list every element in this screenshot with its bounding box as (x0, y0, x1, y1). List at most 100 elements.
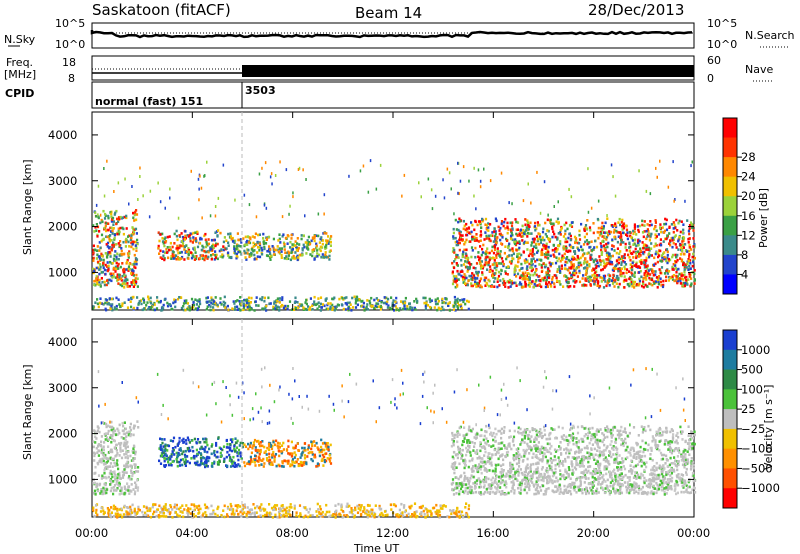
scatter-cell-1-3 (645, 465, 648, 469)
scatter-cell-0-1 (195, 239, 198, 243)
scatter-cell-1-2 (291, 461, 294, 464)
scatter-cell-0-4 (239, 296, 242, 299)
scatter-cell-0-3 (470, 274, 473, 278)
scatter-cell-1-0 (123, 421, 126, 424)
scatter-cell-0-4 (462, 300, 465, 304)
scatter-cell-1-2 (273, 458, 276, 461)
scatter-cell-0-2 (315, 234, 318, 237)
scatter-cell-0-0 (125, 214, 128, 218)
scatter-cell-0-4 (212, 306, 215, 309)
scatter-cell-0-3 (617, 269, 620, 273)
scatter-cell-0-2 (268, 245, 271, 248)
scatter-cell-0-3 (556, 217, 560, 221)
scatter-cell-1-0 (132, 459, 135, 462)
scatter-cell-0-3 (586, 266, 589, 270)
scatter-cell-0-4 (138, 300, 141, 303)
scatter-cell-0-3 (693, 272, 696, 276)
scatter-cell-0-3 (590, 240, 593, 243)
scatter-cell-0-3 (534, 269, 538, 272)
scatter-cell-1-2 (274, 453, 278, 456)
scatter-cell-0-3 (489, 223, 492, 226)
scatter-cell-1-1 (234, 437, 237, 440)
scatter-cell-0-3 (599, 242, 602, 245)
scatter-cell-0-0 (107, 251, 110, 254)
scatter-cell-0-4 (390, 296, 393, 299)
scatter-cell-0-1 (214, 244, 217, 248)
scatter-cell-0-3 (522, 275, 525, 278)
scatter-cell-0-4 (456, 297, 459, 301)
scatter-cell-0-0 (114, 265, 117, 269)
scatter-cell-0-3 (631, 274, 634, 277)
scatter-cell-1-3 (546, 450, 549, 453)
scatter-cell-1-1 (204, 445, 207, 449)
scatter-cell-0-3 (546, 283, 549, 286)
scatter-cell-0-3 (660, 243, 663, 247)
scatter-cell-0-2 (283, 257, 286, 260)
scatter-cell-1-2 (316, 446, 319, 449)
scatter-cell-0-3 (484, 258, 488, 262)
scatter-cell-0-3 (618, 252, 621, 256)
scatter-cell-1-3 (483, 454, 486, 457)
scatter-cell-0-3 (561, 258, 564, 261)
scatter-cell-0-3 (633, 238, 637, 242)
scatter-cell-0-3 (498, 229, 501, 232)
scatter-cell-1-3 (635, 490, 638, 493)
scatter-cell-1-0 (122, 424, 125, 428)
scatter-cell-1-1 (187, 449, 190, 453)
noise-cell-0 (570, 195, 573, 199)
scatter-cell-0-4 (127, 298, 130, 301)
scatter-cell-1-1 (205, 441, 208, 444)
scatter-cell-1-2 (278, 442, 281, 445)
scatter-cell-0-0 (120, 277, 123, 280)
scatter-cell-1-3 (502, 431, 505, 434)
scatter-cell-0-3 (559, 240, 562, 243)
scatter-cell-0-3 (561, 254, 564, 258)
scatter-cell-0-3 (633, 273, 636, 277)
noise-left-tick-top: 10^5 (55, 17, 85, 30)
scatter-cell-0-3 (520, 282, 523, 286)
scatter-cell-0-3 (602, 244, 605, 247)
scatter-cell-0-3 (688, 237, 691, 240)
scatter-cell-0-2 (277, 250, 280, 254)
scatter-cell-0-3 (551, 278, 554, 281)
scatter-cell-0-3 (572, 279, 575, 283)
scatter-cell-0-2 (278, 237, 281, 241)
scatter-cell-1-0 (120, 441, 123, 445)
scatter-cell-0-3 (467, 267, 470, 270)
scatter-cell-0-4 (395, 296, 398, 300)
scatter-cell-0-3 (552, 253, 555, 257)
scatter-cell-0-3 (629, 258, 632, 262)
scatter-cell-0-4 (414, 308, 417, 311)
scatter-cell-0-2 (258, 246, 261, 249)
scatter-cell-0-2 (269, 248, 272, 251)
scatter-cell-0-0 (125, 237, 128, 241)
scatter-cell-0-3 (570, 263, 573, 266)
noise-cell-0 (597, 199, 600, 203)
scatter-cell-0-3 (645, 246, 648, 249)
nave-tick-bottom: 0 (707, 72, 714, 85)
scatter-cell-1-1 (233, 461, 236, 465)
scatter-cell-0-3 (520, 235, 523, 238)
scatter-cell-0-3 (638, 277, 641, 281)
scatter-cell-0-4 (309, 297, 312, 300)
scatter-cell-0-0 (118, 230, 121, 234)
scatter-cell-0-4 (148, 306, 151, 309)
scatter-cell-1-2 (256, 459, 259, 463)
scatter-cell-0-1 (190, 256, 194, 260)
scatter-cell-1-2 (303, 454, 306, 457)
scatter-cell-0-3 (485, 261, 488, 264)
scatter-cell-0-3 (507, 286, 510, 289)
scatter-cell-1-1 (216, 450, 219, 454)
scatter-cell-1-1 (239, 441, 242, 445)
scatter-cell-1-2 (261, 440, 264, 443)
scatter-cell-0-4 (347, 307, 350, 310)
scatter-cell-0-3 (559, 283, 562, 286)
scatter-cell-0-3 (511, 238, 514, 242)
scatter-cell-0-0 (109, 211, 112, 214)
scatter-cell-0-4 (189, 306, 192, 310)
scatter-cell-1-2 (328, 453, 331, 457)
scatter-cell-1-3 (494, 467, 497, 470)
scatter-cell-1-1 (163, 459, 166, 463)
noise-cell-0 (248, 203, 251, 207)
